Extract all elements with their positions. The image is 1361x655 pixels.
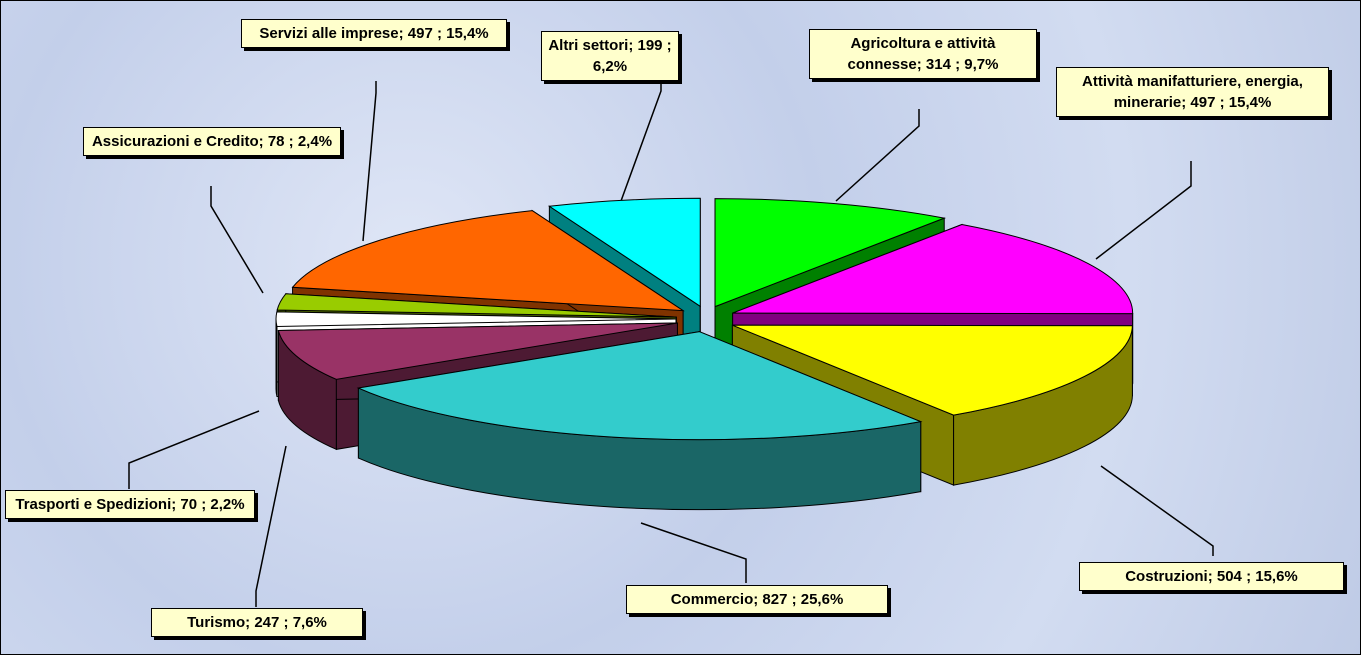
slice-wall bbox=[275, 319, 278, 397]
data-label: Altri settori; 199 ; 6,2% bbox=[541, 31, 679, 81]
slice bbox=[275, 311, 677, 328]
leader-line bbox=[362, 81, 377, 242]
data-label: Turismo; 247 ; 7,6% bbox=[151, 608, 363, 637]
slice bbox=[277, 322, 678, 380]
slice bbox=[547, 197, 701, 308]
leader-line bbox=[1100, 465, 1214, 556]
leader-line bbox=[1095, 161, 1192, 260]
leader-line bbox=[835, 109, 920, 202]
leader-line bbox=[620, 67, 662, 202]
data-label: Costruzioni; 504 ; 15,6% bbox=[1079, 562, 1344, 591]
leader-line bbox=[210, 186, 264, 294]
data-label: Servizi alle imprese; 497 ; 15,4% bbox=[241, 19, 507, 48]
slice bbox=[714, 198, 947, 308]
slice bbox=[732, 324, 1133, 416]
slice bbox=[732, 224, 1134, 315]
leader-line bbox=[128, 410, 260, 489]
data-label: Attività manifatturiere, energia, minera… bbox=[1056, 67, 1329, 117]
slice bbox=[276, 293, 677, 318]
data-label: Commercio; 827 ; 25,6% bbox=[626, 585, 888, 614]
slice bbox=[291, 210, 685, 312]
data-label: Trasporti e Spedizioni; 70 ; 2,2% bbox=[5, 490, 255, 519]
data-label: Assicurazioni e Credito; 78 ; 2,4% bbox=[83, 127, 341, 156]
data-label: Agricoltura e attività connesse; 314 ; 9… bbox=[809, 29, 1037, 79]
leader-line bbox=[255, 445, 287, 607]
leader-line bbox=[640, 522, 747, 583]
slice bbox=[356, 331, 923, 441]
